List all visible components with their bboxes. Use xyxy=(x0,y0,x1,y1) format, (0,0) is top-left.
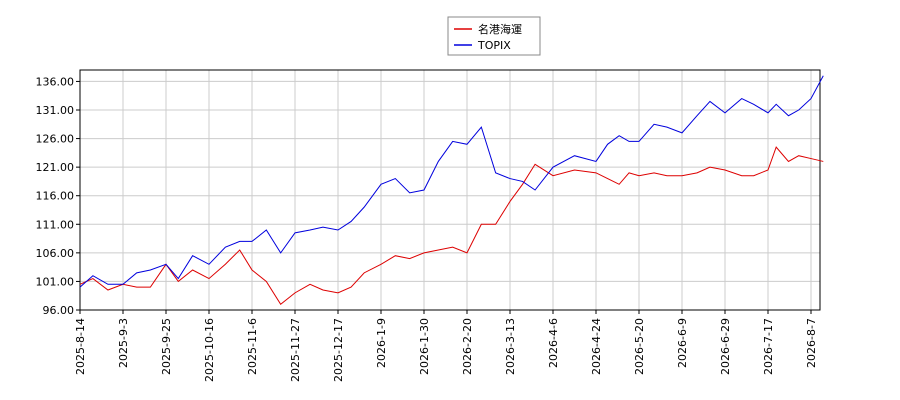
x-tick-label: 2026-2-20 xyxy=(461,318,474,375)
x-tick-label: 2026-4-6 xyxy=(547,318,560,368)
y-tick-label: 126.00 xyxy=(36,133,75,146)
legend-box xyxy=(447,16,541,56)
x-tick-label: 2026-3-13 xyxy=(504,318,517,375)
x-tick-label: 2025-11-6 xyxy=(246,318,259,375)
y-tick-label: 111.00 xyxy=(36,218,75,231)
x-tick-label: 2025-8-14 xyxy=(74,318,87,375)
x-tick-label: 2026-5-20 xyxy=(633,318,646,375)
x-tick-label: 2025-10-16 xyxy=(203,318,216,382)
x-tick-label: 2026-1-30 xyxy=(418,318,431,375)
x-tick-label: 2025-12-17 xyxy=(332,318,345,382)
legend-label: TOPIX xyxy=(477,39,511,52)
data-line xyxy=(79,146,824,306)
plot-frame xyxy=(79,69,821,311)
y-tick-label: 96.00 xyxy=(43,304,75,317)
y-tick-label: 116.00 xyxy=(36,190,75,203)
x-tick-label: 2025-11-27 xyxy=(289,318,302,382)
y-tick-label: 101.00 xyxy=(36,275,75,288)
y-tick-label: 136.00 xyxy=(36,75,75,88)
data-line xyxy=(79,75,824,288)
x-tick-label: 2026-4-24 xyxy=(590,318,603,375)
x-tick-label: 2025-9-3 xyxy=(117,318,130,368)
x-tick-label: 2026-7-17 xyxy=(762,318,775,375)
x-tick-label: 2026-6-29 xyxy=(719,318,732,375)
y-tick-label: 131.00 xyxy=(36,104,75,117)
y-tick-label: 121.00 xyxy=(36,161,75,174)
legend-label: 名港海運 xyxy=(478,22,522,36)
x-tick-label: 2026-6-9 xyxy=(676,318,689,368)
x-tick-label: 2025-9-25 xyxy=(160,318,173,375)
x-tick-label: 2026-8-7 xyxy=(805,318,818,368)
x-tick-label: 2026-1-9 xyxy=(375,318,388,368)
y-tick-label: 106.00 xyxy=(36,247,75,260)
